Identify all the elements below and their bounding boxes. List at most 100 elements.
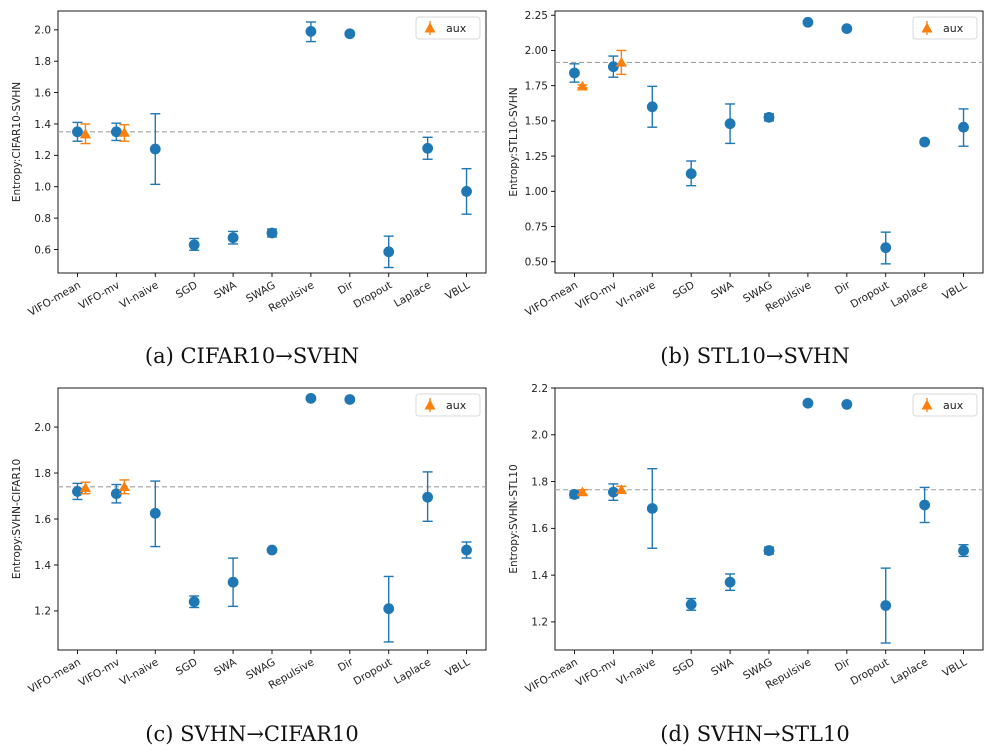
x-tick-label: Dir [336,656,356,674]
chart-panel-svhn-stl10: 1.2 1.4 1.6 1.8 2.0 2.2 Entropy:SVHN-STL10 VIFO… [497,377,994,755]
y-tick-label: 1.25 [525,151,548,163]
y-tick-label: 1.6 [34,87,51,99]
y-tick-label: 1.2 [34,606,51,618]
y-tick-label: 1.50 [525,116,548,128]
main-point [763,111,775,123]
main-point [569,489,580,500]
main-point [958,545,969,556]
main-point [724,576,736,588]
x-tick-label: SWA [709,656,736,679]
main-point [344,28,356,40]
x-tick-label: VI-naive [615,279,658,311]
y-tick-label: 1.2 [34,150,51,162]
chart-panel-svhn-cifar10: 1.2 1.4 1.6 1.8 2.0 Entropy:SVHN-CIFAR10 VIFO-… [0,377,497,755]
main-point [685,168,697,180]
main-point [383,246,395,258]
x-tick-label: SWA [212,279,239,302]
main-point [841,23,853,35]
x-tick-label: Dropout [848,279,891,311]
x-tick-label: VIFO-mv [77,656,122,689]
main-point [305,392,317,404]
legend: aux [415,16,481,40]
chart-svg: 0.6 0.8 1.0 1.2 1.4 1.6 1.8 2.0 Entropy:CIFAR10-… [11,10,487,319]
main-point [646,503,658,514]
main-point [802,16,814,28]
main-point [919,136,931,148]
main-point [880,242,892,254]
chart-panel-stl10-svhn: 0.50 0.75 1.00 1.25 1.50 1.75 2.00 2.25 Entropy:… [497,0,994,377]
y-tick-label: 2.25 [525,10,548,22]
legend: aux [415,393,481,417]
y-tick-label: 1.6 [531,523,548,535]
x-tick-label: Laplace [889,656,930,687]
x-tick-label: Dropout [351,656,394,688]
main-point [919,499,931,511]
x-tick-label: VIFO-mv [574,656,619,689]
main-point [188,239,200,251]
main-point [188,596,200,608]
main-point [344,394,356,405]
main-point [461,544,472,556]
legend-box [415,16,481,40]
x-tick-label: VI-naive [615,656,658,688]
plot-frame [57,387,487,651]
y-tick-label: 1.6 [34,514,51,526]
x-tick-label: VIFO-mean [26,279,83,319]
main-point [149,143,161,155]
aux-point [79,128,92,139]
main-point [305,25,317,37]
legend-label-aux: aux [943,399,964,412]
x-tick-label: VIFO-mean [523,656,580,696]
main-point [266,227,278,239]
y-tick-label: 2.0 [34,25,51,37]
main-point [763,545,775,556]
x-tick-label: SGD [671,656,697,678]
main-point [422,142,434,154]
x-tick-label: Laplace [392,656,433,687]
main-point [110,126,122,138]
main-point [422,491,434,503]
chart-svg: 0.50 0.75 1.00 1.25 1.50 1.75 2.00 2.25 Entropy:… [508,10,984,319]
plot-frame [554,387,984,651]
main-point [569,67,580,79]
main-point [607,486,619,498]
x-tick-label: SGD [174,656,200,678]
main-point [227,232,239,244]
x-tick-label: VBLL [940,279,969,303]
main-point [607,61,619,73]
legend-label-aux: aux [943,22,964,35]
legend-box [912,393,978,417]
y-axis-title: Entropy:CIFAR10-SVHN [11,82,23,202]
main-point [724,118,736,130]
legend-box [415,393,481,417]
y-axis-title: Entropy:STL10-SVHN [508,87,520,196]
y-tick-label: 1.8 [34,56,51,68]
main-point [383,603,395,615]
y-axis-title: Entropy:SVHN-CIFAR10 [11,459,23,579]
chart-svg: 1.2 1.4 1.6 1.8 2.0 Entropy:SVHN-CIFAR10 VIFO-… [11,387,487,696]
chart-caption: (b) STL10→SVHN [660,344,850,368]
main-point [266,544,278,556]
main-point [802,397,814,409]
x-tick-label: SWA [212,656,239,679]
x-tick-label: VBLL [940,656,969,680]
x-tick-label: Laplace [889,279,930,310]
legend-aux-marker [424,399,436,410]
aux-point [79,482,92,493]
legend-aux-marker [921,399,933,410]
y-tick-label: 1.4 [531,570,548,582]
legend-aux-marker [921,22,933,33]
main-point [841,398,853,410]
aux-point [118,126,130,137]
y-tick-label: 1.8 [531,476,548,488]
x-tick-label: Dir [833,656,853,674]
y-tick-label: 2.00 [525,45,548,57]
aux-point [576,486,589,497]
y-tick-label: 2.0 [531,430,548,442]
y-tick-label: 2.0 [34,422,51,434]
x-tick-label: SWA [709,279,736,302]
x-tick-label: SGD [671,279,697,301]
x-tick-label: Dropout [848,656,891,688]
main-point [72,486,83,497]
